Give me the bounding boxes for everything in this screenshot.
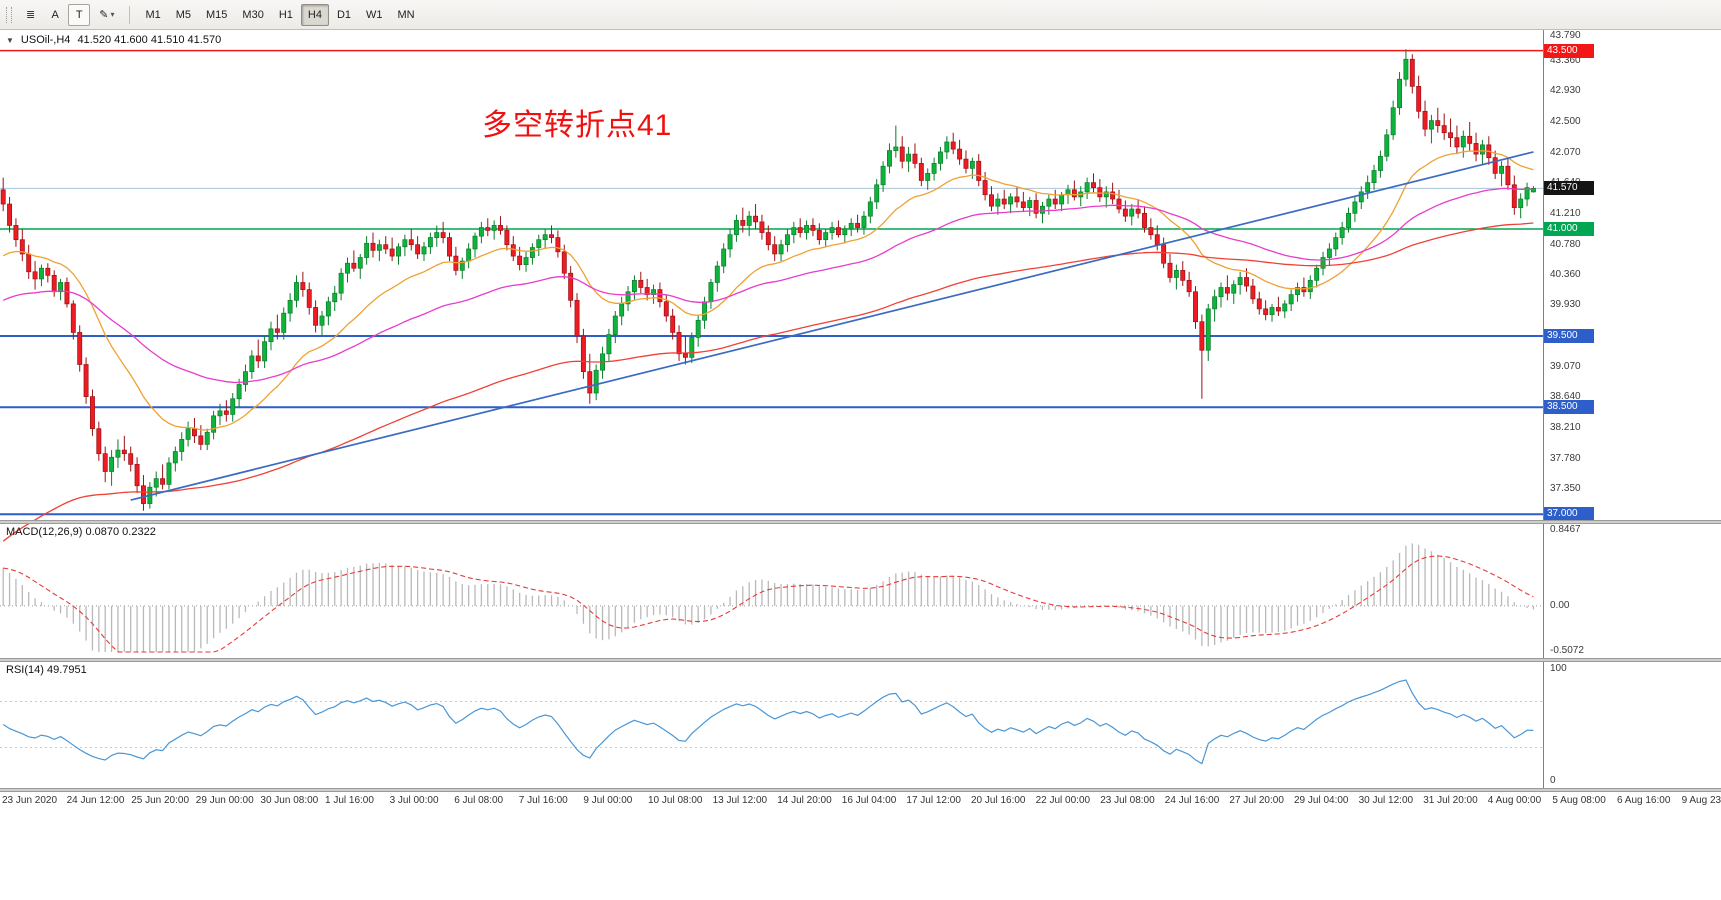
time-axis-label: 4 Aug 00:00 bbox=[1487, 795, 1542, 806]
time-axis-label: 31 Jul 20:00 bbox=[1423, 795, 1478, 806]
cursor-tool-button[interactable]: A bbox=[44, 4, 66, 26]
price-scale[interactable]: 43.79043.36042.93042.50042.07041.64041.2… bbox=[0, 30, 1721, 788]
chart-list-icon[interactable]: ≣ bbox=[19, 4, 42, 26]
panel-splitter-main-macd[interactable] bbox=[0, 520, 1721, 524]
collapse-triangle-icon[interactable]: ▼ bbox=[6, 35, 14, 45]
price-line-tag: 37.000 bbox=[1544, 507, 1594, 522]
time-axis-label: 7 Jul 16:00 bbox=[518, 795, 568, 806]
price-scale-label: 39.070 bbox=[1550, 360, 1581, 372]
price-scale-label: 37.350 bbox=[1550, 483, 1581, 495]
time-axis-label: 22 Jul 00:00 bbox=[1035, 795, 1091, 806]
macd-indicator-label: MACD(12,26,9) 0.0870 0.2322 bbox=[6, 526, 156, 538]
timeframe-button-d1[interactable]: D1 bbox=[330, 4, 358, 26]
toolbar-separator bbox=[129, 5, 131, 24]
time-axis-label: 10 Jul 08:00 bbox=[648, 795, 703, 806]
chart-title: ▼ USOil-,H4 41.520 41.600 41.510 41.570 bbox=[6, 34, 221, 46]
timeframe-button-m15[interactable]: M15 bbox=[199, 4, 234, 26]
price-scale-label: 42.500 bbox=[1550, 116, 1581, 127]
toolbar: ≣ A T ✎ ▾ M1 M5 M15 M30 H1 H4 D1 W1 MN bbox=[0, 0, 1721, 30]
price-scale-label: 43.790 bbox=[1550, 30, 1581, 41]
time-axis-label: 20 Jul 16:00 bbox=[971, 795, 1026, 806]
price-scale-label: 37.780 bbox=[1550, 452, 1581, 464]
price-line-tag: 41.000 bbox=[1544, 221, 1594, 236]
text-tool-button[interactable]: T bbox=[68, 3, 91, 26]
time-axis-label: 29 Jun 00:00 bbox=[195, 795, 254, 806]
timeframe-button-mn[interactable]: MN bbox=[391, 4, 422, 26]
ohlc-values-label: 41.520 41.600 41.510 41.570 bbox=[77, 34, 222, 46]
price-scale-label: 42.930 bbox=[1550, 85, 1581, 97]
price-line-tag: 39.500 bbox=[1544, 328, 1594, 343]
time-axis-label: 30 Jul 12:00 bbox=[1358, 795, 1414, 806]
time-axis-label: 30 Jun 08:00 bbox=[260, 795, 319, 806]
pencil-icon: ✎ bbox=[99, 9, 109, 21]
timeframe-button-m30[interactable]: M30 bbox=[235, 4, 270, 26]
time-axis-label: 3 Jul 00:00 bbox=[389, 795, 439, 806]
current-price-tag: 41.570 bbox=[1544, 181, 1594, 196]
price-line-tag: 38.500 bbox=[1544, 400, 1594, 415]
price-scale-label: 38.640 bbox=[1550, 391, 1581, 403]
timeframe-group: M1 M5 M15 M30 H1 H4 D1 W1 MN bbox=[138, 3, 422, 26]
time-axis-label: 9 Aug 23:00 bbox=[1681, 795, 1721, 806]
time-axis-label: 6 Jul 08:00 bbox=[454, 795, 504, 806]
timeframe-button-h4[interactable]: H4 bbox=[300, 3, 329, 26]
price-line-tag: 43.500 bbox=[1544, 43, 1594, 58]
timeframe-button-m1[interactable]: M1 bbox=[138, 4, 167, 26]
panel-splitter-macd-rsi[interactable] bbox=[0, 658, 1721, 662]
macd-scale-label: 0.00 bbox=[1550, 599, 1570, 611]
time-axis-label: 24 Jul 16:00 bbox=[1164, 795, 1220, 806]
time-axis-label: 1 Jul 16:00 bbox=[325, 795, 374, 806]
time-axis-label: 24 Jun 12:00 bbox=[66, 795, 125, 806]
time-axis-label: 25 Jun 20:00 bbox=[131, 795, 190, 806]
time-axis-label: 13 Jul 12:00 bbox=[712, 795, 768, 806]
time-axis-label: 23 Jun 2020 bbox=[2, 795, 58, 806]
timeframe-button-h1[interactable]: H1 bbox=[272, 4, 300, 26]
time-axis-label: 29 Jul 04:00 bbox=[1294, 795, 1349, 806]
price-scale-label: 42.070 bbox=[1550, 146, 1581, 158]
timeframe-button-m5[interactable]: M5 bbox=[169, 4, 198, 26]
rsi-scale-label: 0 bbox=[1550, 775, 1556, 786]
time-axis-label: 17 Jul 12:00 bbox=[906, 795, 961, 806]
time-axis-label: 23 Jul 08:00 bbox=[1100, 795, 1155, 806]
macd-scale-label: 0.8467 bbox=[1550, 524, 1581, 535]
chevron-down-icon: ▾ bbox=[110, 10, 115, 19]
time-axis[interactable]: 23 Jun 2020 24 Jun 12:00 25 Jun 20:00 29 Ju… bbox=[0, 788, 1721, 812]
timeframe-button-w1[interactable]: W1 bbox=[359, 4, 390, 26]
time-axis-label: 16 Jul 04:00 bbox=[841, 795, 897, 806]
chart-region: ▼ USOil-,H4 41.520 41.600 41.510 41.570 … bbox=[0, 30, 1721, 812]
price-scale-label: 43.360 bbox=[1550, 54, 1581, 66]
time-axis-label: 6 Aug 16:00 bbox=[1617, 795, 1671, 806]
draw-tool-button[interactable]: ✎ ▾ bbox=[92, 4, 121, 26]
price-scale-label: 41.210 bbox=[1550, 208, 1581, 220]
rsi-scale-label: 100 bbox=[1550, 663, 1567, 674]
price-scale-label: 39.930 bbox=[1550, 299, 1581, 311]
time-axis-label: 14 Jul 20:00 bbox=[777, 795, 832, 806]
price-scale-label: 40.780 bbox=[1550, 238, 1581, 250]
time-axis-label: 27 Jul 20:00 bbox=[1229, 795, 1284, 806]
panel-splitter-rsi-axis[interactable] bbox=[0, 788, 1721, 792]
time-axis-label: 5 Aug 08:00 bbox=[1552, 795, 1606, 806]
chart-annotation-text[interactable]: 多空转折点41 bbox=[482, 109, 673, 142]
toolbar-grip[interactable] bbox=[6, 6, 12, 23]
time-axis-label: 9 Jul 00:00 bbox=[583, 795, 633, 806]
macd-scale-label: -0.5072 bbox=[1550, 645, 1584, 656]
price-scale-label: 38.210 bbox=[1550, 421, 1581, 433]
rsi-indicator-label: RSI(14) 49.7951 bbox=[6, 664, 87, 676]
price-scale-label: 40.360 bbox=[1550, 268, 1581, 280]
chart-canvas[interactable] bbox=[0, 30, 1721, 812]
symbol-timeframe-label: USOil-,H4 bbox=[20, 34, 71, 46]
